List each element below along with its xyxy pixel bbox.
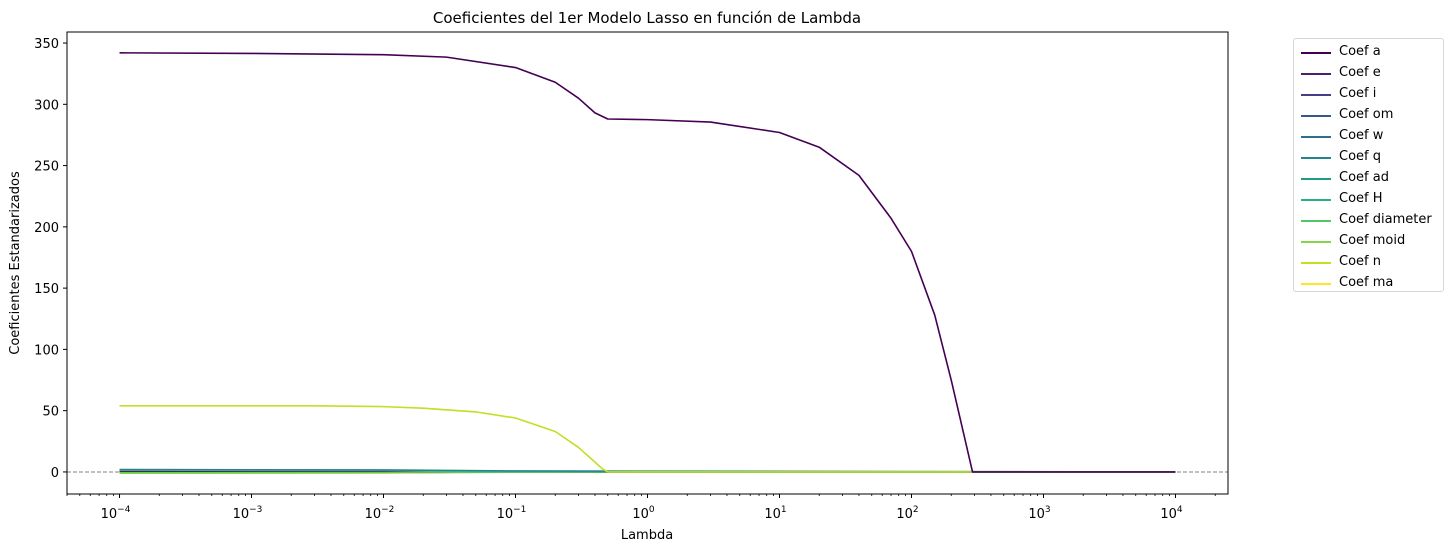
legend-label: Coef moid — [1339, 233, 1406, 248]
y-tick-label: 150 — [34, 282, 59, 297]
legend-item: Coef i — [1294, 84, 1443, 105]
legend-swatch — [1301, 52, 1331, 54]
legend-label: Coef ad — [1339, 170, 1389, 185]
legend-swatch — [1301, 136, 1331, 138]
x-tick-label: 10−1 — [497, 505, 527, 522]
x-tick-label: 101 — [764, 505, 786, 522]
legend-item: Coef diameter — [1294, 210, 1443, 231]
series-line-coef-n — [119, 404, 1176, 473]
legend-swatch — [1301, 157, 1331, 159]
legend-item: Coef ad — [1294, 168, 1443, 189]
legend: Coef a Coef e Coef i Coef om Coef w Coef q Coe… — [1293, 38, 1444, 292]
legend-swatch — [1301, 241, 1331, 243]
legend-swatch — [1301, 115, 1331, 117]
legend-item: Coef moid — [1294, 231, 1443, 252]
x-tick-label: 104 — [1160, 505, 1183, 522]
legend-swatch — [1301, 73, 1331, 75]
y-tick-label: 0 — [51, 466, 59, 481]
legend-label: Coef om — [1339, 107, 1394, 122]
y-tick-label: 100 — [34, 343, 59, 358]
legend-label: Coef i — [1339, 86, 1377, 101]
legend-item: Coef ma — [1294, 273, 1443, 294]
x-tick-label: 10−3 — [233, 505, 263, 522]
legend-item: Coef e — [1294, 63, 1443, 84]
legend-item: Coef a — [1294, 42, 1443, 63]
legend-label: Coef a — [1339, 44, 1381, 59]
chart-title: Coeficientes del 1er Modelo Lasso en fun… — [433, 9, 861, 27]
x-tick-label: 100 — [632, 505, 655, 522]
legend-swatch — [1301, 178, 1331, 180]
legend-label: Coef e — [1339, 65, 1381, 80]
x-tick-label: 10−2 — [365, 505, 395, 522]
legend-swatch — [1301, 199, 1331, 201]
x-tick-label: 102 — [896, 505, 918, 522]
legend-item: Coef H — [1294, 189, 1443, 210]
y-tick-label: 50 — [42, 405, 59, 420]
y-tick-label: 250 — [34, 160, 59, 175]
legend-label: Coef H — [1339, 191, 1383, 206]
plot-area — [67, 32, 1228, 494]
legend-item: Coef q — [1294, 147, 1443, 168]
legend-label: Coef w — [1339, 128, 1384, 143]
series-line-coef-a — [119, 52, 1176, 473]
legend-label: Coef q — [1339, 149, 1381, 164]
legend-label: Coef diameter — [1339, 212, 1432, 227]
y-tick-label: 200 — [34, 221, 59, 236]
legend-item: Coef n — [1294, 252, 1443, 273]
x-tick-label: 103 — [1028, 505, 1050, 522]
legend-swatch — [1301, 262, 1331, 264]
legend-item: Coef om — [1294, 105, 1443, 126]
legend-swatch — [1301, 94, 1331, 96]
x-tick-label: 10−4 — [101, 505, 131, 522]
y-axis-label: Coeficientes Estandarizados — [8, 171, 23, 355]
y-tick-label: 300 — [34, 98, 59, 113]
y-tick-label: 350 — [34, 37, 59, 52]
legend-item: Coef w — [1294, 126, 1443, 147]
x-axis-label: Lambda — [621, 528, 673, 543]
legend-swatch — [1301, 220, 1331, 222]
legend-label: Coef n — [1339, 254, 1381, 269]
legend-swatch — [1301, 283, 1331, 285]
legend-label: Coef ma — [1339, 275, 1394, 290]
